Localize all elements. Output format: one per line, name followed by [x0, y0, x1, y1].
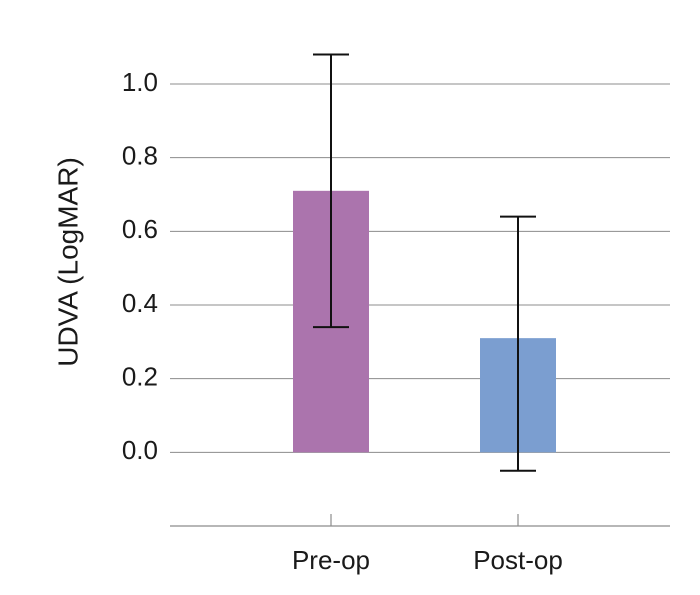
x-category-label: Pre-op: [292, 545, 370, 575]
y-axis-title: UDVA (LogMAR): [52, 157, 83, 367]
y-tick-label: 0.0: [122, 435, 158, 465]
y-tick-label: 0.6: [122, 214, 158, 244]
y-tick-label: 0.8: [122, 141, 158, 171]
y-tick-labels: 0.0 0.2 0.4 0.6 0.8 1.0: [122, 67, 158, 465]
y-tick-label: 0.4: [122, 288, 158, 318]
x-category-label: Post-op: [473, 545, 563, 575]
bars: [293, 190, 556, 453]
y-tick-label: 1.0: [122, 67, 158, 97]
y-tick-label: 0.2: [122, 362, 158, 392]
x-axis: Pre-op Post-op: [170, 514, 670, 575]
gridlines: [170, 83, 670, 453]
error-bars: [313, 53, 536, 472]
